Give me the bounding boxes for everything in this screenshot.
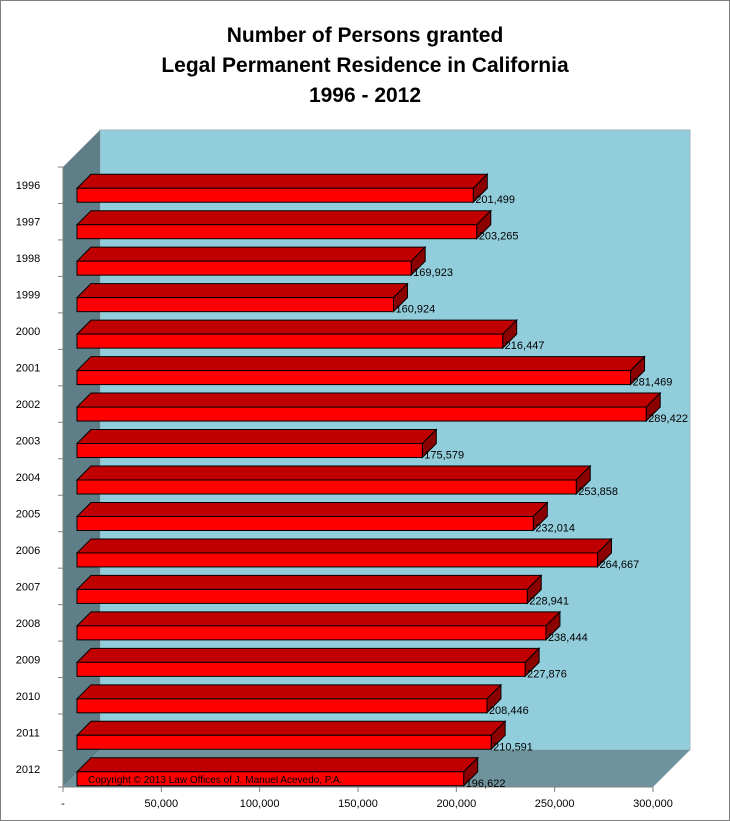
bar [76,224,478,240]
bar-top-face [75,246,427,262]
data-label: 228,941 [529,595,569,607]
data-label: 253,858 [578,486,618,498]
bar-top-face [75,501,549,517]
bar-top-face [75,319,518,335]
bar-top-face [75,173,489,189]
y-tick-label: 1996 [16,180,40,192]
y-tick-label: 2004 [16,472,40,484]
x-tick-label: 50,000 [145,798,179,810]
bar-top-face [75,210,492,226]
bar [76,698,488,714]
bar [76,187,474,203]
bar-top-face [75,757,479,773]
y-tick-label: 2008 [16,618,40,630]
chart-title-line-1: Number of Persons granted [226,24,504,47]
data-label: 281,469 [633,377,673,389]
chart-title-line-2: Legal Permanent Residence in California [161,54,569,77]
bar-top-face [75,392,662,408]
bar-top-face [75,574,543,590]
bar-top-face [75,429,438,445]
data-label: 203,265 [479,231,519,243]
data-label: 208,446 [489,705,529,717]
y-tick-label: 2012 [16,764,40,776]
x-tick-label: - [61,798,65,810]
bar [76,515,534,531]
y-tick-label: 2000 [16,326,40,338]
data-label: 232,014 [535,522,575,534]
data-label: 196,622 [466,778,506,790]
y-tick-label: 2005 [16,508,40,520]
bar-top-face [75,611,562,627]
data-label: 210,591 [493,741,533,753]
x-tick-label: 250,000 [535,798,575,810]
bar [76,625,547,641]
bar [76,734,492,750]
y-tick-label: 2003 [16,436,40,448]
data-label: 238,444 [548,632,588,644]
bar-top-face [75,647,541,663]
bar [76,661,526,677]
bar [76,771,465,787]
y-tick-label: 2009 [16,654,40,666]
x-tick-label: 100,000 [240,798,280,810]
bar [76,552,599,568]
y-tick-label: 2010 [16,691,40,703]
chart-title-line-3: 1996 - 2012 [308,84,422,107]
bar [76,588,528,604]
data-label: 289,422 [648,413,688,425]
bar-top-face [75,684,503,700]
y-tick-label: 2011 [16,727,40,739]
data-label: 169,923 [413,267,453,279]
bar [76,370,632,386]
data-label: 264,667 [600,559,640,571]
bar [76,406,647,422]
x-tick-label: 150,000 [338,798,378,810]
bar [76,443,423,459]
x-tick-label: 200,000 [436,798,476,810]
y-tick-label: 1997 [16,217,40,229]
y-tick-label: 2006 [16,545,40,557]
x-tick-label: 300,000 [633,798,673,810]
data-label: 160,924 [395,304,435,316]
bar [76,479,577,495]
bar-top-face [75,720,507,736]
y-tick-label: 1998 [16,253,40,265]
y-tick-label: 1999 [16,290,40,302]
data-label: 216,447 [505,340,545,352]
bar-top-face [75,465,592,481]
data-label: 227,876 [527,668,567,680]
bar-top-face [75,356,646,372]
bar-top-face [75,283,409,299]
bar [76,333,504,349]
data-label: 175,579 [424,450,464,462]
data-label: 201,499 [475,194,515,206]
y-tick-label: 2007 [16,581,40,593]
y-tick-label: 2002 [16,399,40,411]
y-tick-label: 2001 [16,363,40,375]
bar-top-face [75,538,613,554]
copyright-annotation: Copyright © 2013 Law Offices of J. Manue… [88,775,342,786]
bar [76,297,394,313]
bar [76,260,412,276]
